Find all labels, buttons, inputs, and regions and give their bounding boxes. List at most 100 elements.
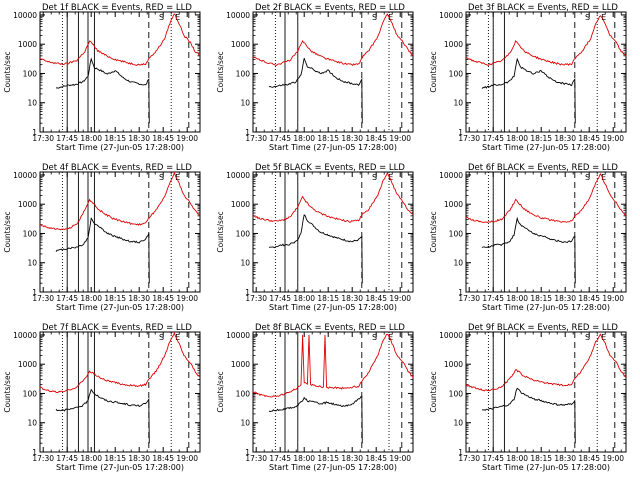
x-tick-label: 18:15 [104, 294, 126, 303]
panel-det-4f: Det 4f BLACK = Events, RED = LLD Counts/s… [3, 163, 201, 312]
x-tick-label: 18:15 [104, 134, 126, 143]
y-tick-label: 10 [453, 259, 463, 268]
plot-frame [39, 171, 201, 293]
x-tick-label: 18:00 [506, 454, 528, 463]
y-tick-label: 100 [23, 229, 38, 238]
x-tick-label: 17:30 [458, 294, 480, 303]
x-tick-label: 18:30 [128, 294, 150, 303]
series-events-line [481, 387, 576, 444]
y-tick-label: 10000 [13, 331, 37, 340]
y-tick-label: 100 [23, 69, 38, 78]
y-tick-label: 1000 [18, 200, 37, 209]
panel-title: Det 6f BLACK = Events, RED = LLD [468, 163, 618, 173]
panel-title: Det 2f BLACK = Events, RED = LLD [255, 3, 405, 13]
y-tick-label: 1000 [231, 40, 250, 49]
y-tick-label: 1000 [444, 200, 463, 209]
marker-label-e: E [388, 173, 393, 182]
marker-label-s: S [159, 333, 164, 342]
y-tick-label: 10000 [439, 171, 463, 180]
y-tick-label: 100 [236, 229, 251, 238]
y-tick-label: 10000 [13, 171, 37, 180]
series-events-line [55, 57, 150, 124]
y-axis-label: Counts/sec [429, 51, 438, 92]
y-tick-label: 1 [458, 448, 463, 457]
panel-title: Det 4f BLACK = Events, RED = LLD [42, 163, 192, 173]
x-tick-label: 17:45 [482, 294, 504, 303]
series-lld-line [39, 13, 201, 66]
series-events-line [268, 57, 363, 124]
y-tick-label: 10 [27, 419, 37, 428]
x-tick-label: 18:45 [365, 294, 387, 303]
panel-det-1f: Det 1f BLACK = Events, RED = LLD Counts/s… [3, 3, 201, 152]
x-tick-label: 18:15 [530, 134, 552, 143]
x-tick-label: 17:45 [269, 294, 291, 303]
x-tick-label: 18:00 [80, 454, 102, 463]
y-tick-label: 1 [32, 448, 37, 457]
series-events-line [481, 216, 576, 284]
panel-det-9f: Det 9f BLACK = Events, RED = LLD Counts/s… [429, 323, 627, 472]
y-tick-label: 10000 [13, 11, 37, 20]
y-axis-label: Counts/sec [3, 51, 12, 92]
series-events-line [268, 395, 363, 444]
y-tick-label: 1000 [18, 40, 37, 49]
x-tick-label: 18:00 [506, 134, 528, 143]
marker-label-s: S [159, 13, 164, 22]
y-axis-label: Counts/sec [216, 211, 225, 252]
y-tick-label: 10 [453, 99, 463, 108]
series-lld-line [252, 171, 414, 223]
x-tick-label: 17:45 [269, 454, 291, 463]
y-axis-label: Counts/sec [3, 371, 12, 412]
series-lld-line [465, 172, 627, 224]
y-tick-label: 1000 [231, 200, 250, 209]
x-tick-label: 19:00 [602, 134, 624, 143]
x-tick-label: 17:45 [482, 134, 504, 143]
x-tick-label: 18:15 [530, 294, 552, 303]
x-tick-label: 19:00 [176, 294, 198, 303]
marker-label-s: S [159, 173, 164, 182]
y-axis-label: Counts/sec [429, 371, 438, 412]
marker-label-e: E [601, 333, 606, 342]
y-tick-label: 10 [240, 259, 250, 268]
x-tick-label: 18:00 [293, 454, 315, 463]
x-tick-label: 17:45 [269, 134, 291, 143]
series-events-line [481, 57, 576, 124]
x-tick-label: 18:15 [317, 294, 339, 303]
marker-label-s: S [372, 173, 377, 182]
plot-frame [39, 11, 201, 133]
x-tick-label: 18:15 [317, 134, 339, 143]
y-tick-label: 1 [245, 288, 250, 297]
y-tick-label: 1 [245, 448, 250, 457]
x-tick-label: 18:30 [128, 134, 150, 143]
x-axis-label: Start Time (27-Jun-05 17:28:00) [269, 303, 397, 312]
marker-label-e: E [601, 13, 606, 22]
x-tick-label: 19:00 [602, 454, 624, 463]
x-axis-label: Start Time (27-Jun-05 17:28:00) [269, 143, 397, 152]
panel-title: Det 7f BLACK = Events, RED = LLD [42, 323, 192, 333]
x-tick-label: 19:00 [176, 134, 198, 143]
x-tick-label: 18:45 [152, 294, 174, 303]
x-tick-label: 19:00 [176, 454, 198, 463]
marker-label-s: S [585, 13, 590, 22]
x-axis-label: Start Time (27-Jun-05 17:28:00) [482, 463, 610, 472]
series-events-line [268, 214, 363, 284]
x-tick-label: 19:00 [389, 294, 411, 303]
marker-label-s: S [585, 173, 590, 182]
x-tick-label: 18:30 [341, 454, 363, 463]
x-tick-label: 18:30 [128, 454, 150, 463]
x-tick-label: 18:45 [152, 134, 174, 143]
series-lld-line [39, 171, 201, 231]
panel-title: Det 5f BLACK = Events, RED = LLD [255, 163, 405, 173]
panel-det-6f: Det 6f BLACK = Events, RED = LLD Counts/s… [429, 163, 627, 312]
y-tick-label: 10000 [226, 11, 250, 20]
plot-frame [465, 331, 627, 453]
series-events-line [55, 217, 150, 284]
y-tick-label: 10000 [439, 11, 463, 20]
plot-frame [252, 11, 414, 133]
marker-label-e: E [175, 13, 180, 22]
y-axis-label: Counts/sec [3, 211, 12, 252]
x-tick-label: 18:15 [104, 454, 126, 463]
x-tick-label: 19:00 [602, 294, 624, 303]
x-tick-label: 18:30 [554, 134, 576, 143]
y-tick-label: 100 [236, 69, 251, 78]
